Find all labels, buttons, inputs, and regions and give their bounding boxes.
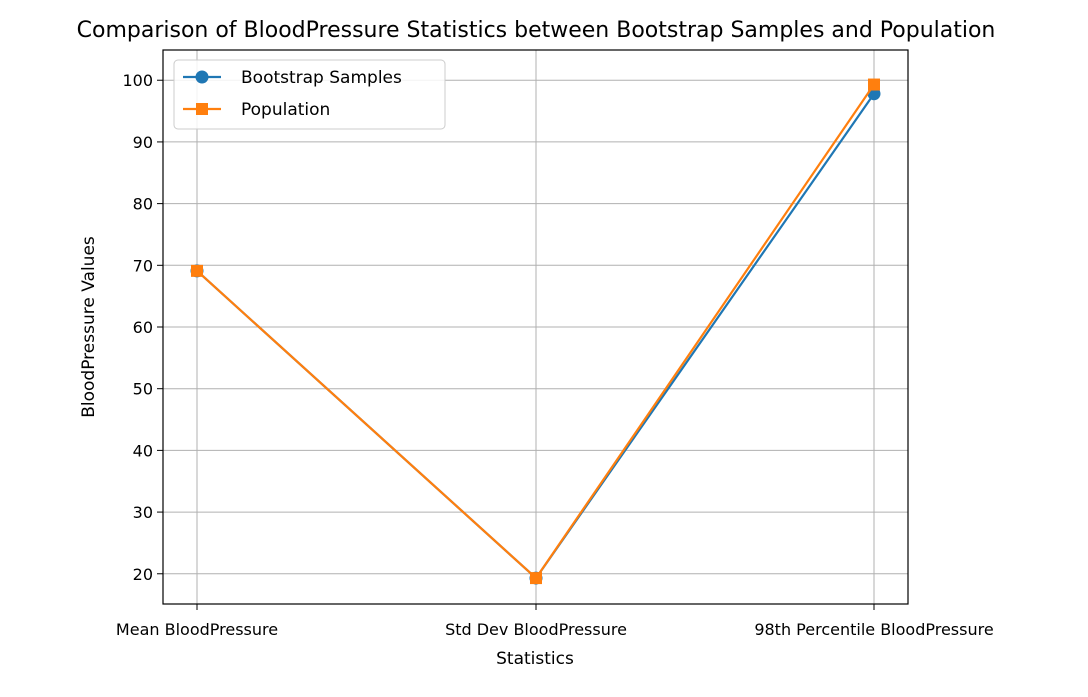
- y-tick-label: 80: [133, 195, 153, 214]
- y-tick-label: 20: [133, 565, 153, 584]
- y-tick-label: 60: [133, 318, 153, 337]
- y-tick-label: 100: [122, 71, 153, 90]
- x-tick-label: Mean BloodPressure: [116, 620, 278, 639]
- ticks: 20 30 40 50 60 70 80 90 100 Mean BloodPressure Std…: [116, 71, 994, 639]
- y-axis-label: BloodPressure Values: [79, 236, 99, 418]
- y-tick-label: 90: [133, 133, 153, 152]
- x-tick-label: Std Dev BloodPressure: [445, 620, 627, 639]
- y-tick-label: 40: [133, 441, 153, 460]
- legend-marker-circle: [195, 70, 209, 84]
- data-point-square: [191, 264, 203, 277]
- chart-title: Comparison of BloodPressure Statistics b…: [77, 18, 996, 43]
- legend-marker-square: [196, 103, 208, 115]
- y-tick-label: 50: [133, 380, 153, 399]
- legend-box: [173, 59, 446, 130]
- legend: Bootstrap Samples Population: [173, 59, 446, 130]
- x-axis-label: Statistics: [496, 649, 574, 669]
- data-point-square: [868, 78, 880, 91]
- legend-label: Bootstrap Samples: [241, 68, 402, 88]
- y-tick-label: 30: [133, 503, 153, 522]
- y-tick-label: 70: [133, 256, 153, 275]
- legend-label: Population: [241, 100, 330, 120]
- series: [191, 78, 880, 585]
- data-point-square: [530, 572, 542, 585]
- series-layer: [190, 78, 881, 585]
- x-tick-label: 98th Percentile BloodPressure: [754, 620, 993, 639]
